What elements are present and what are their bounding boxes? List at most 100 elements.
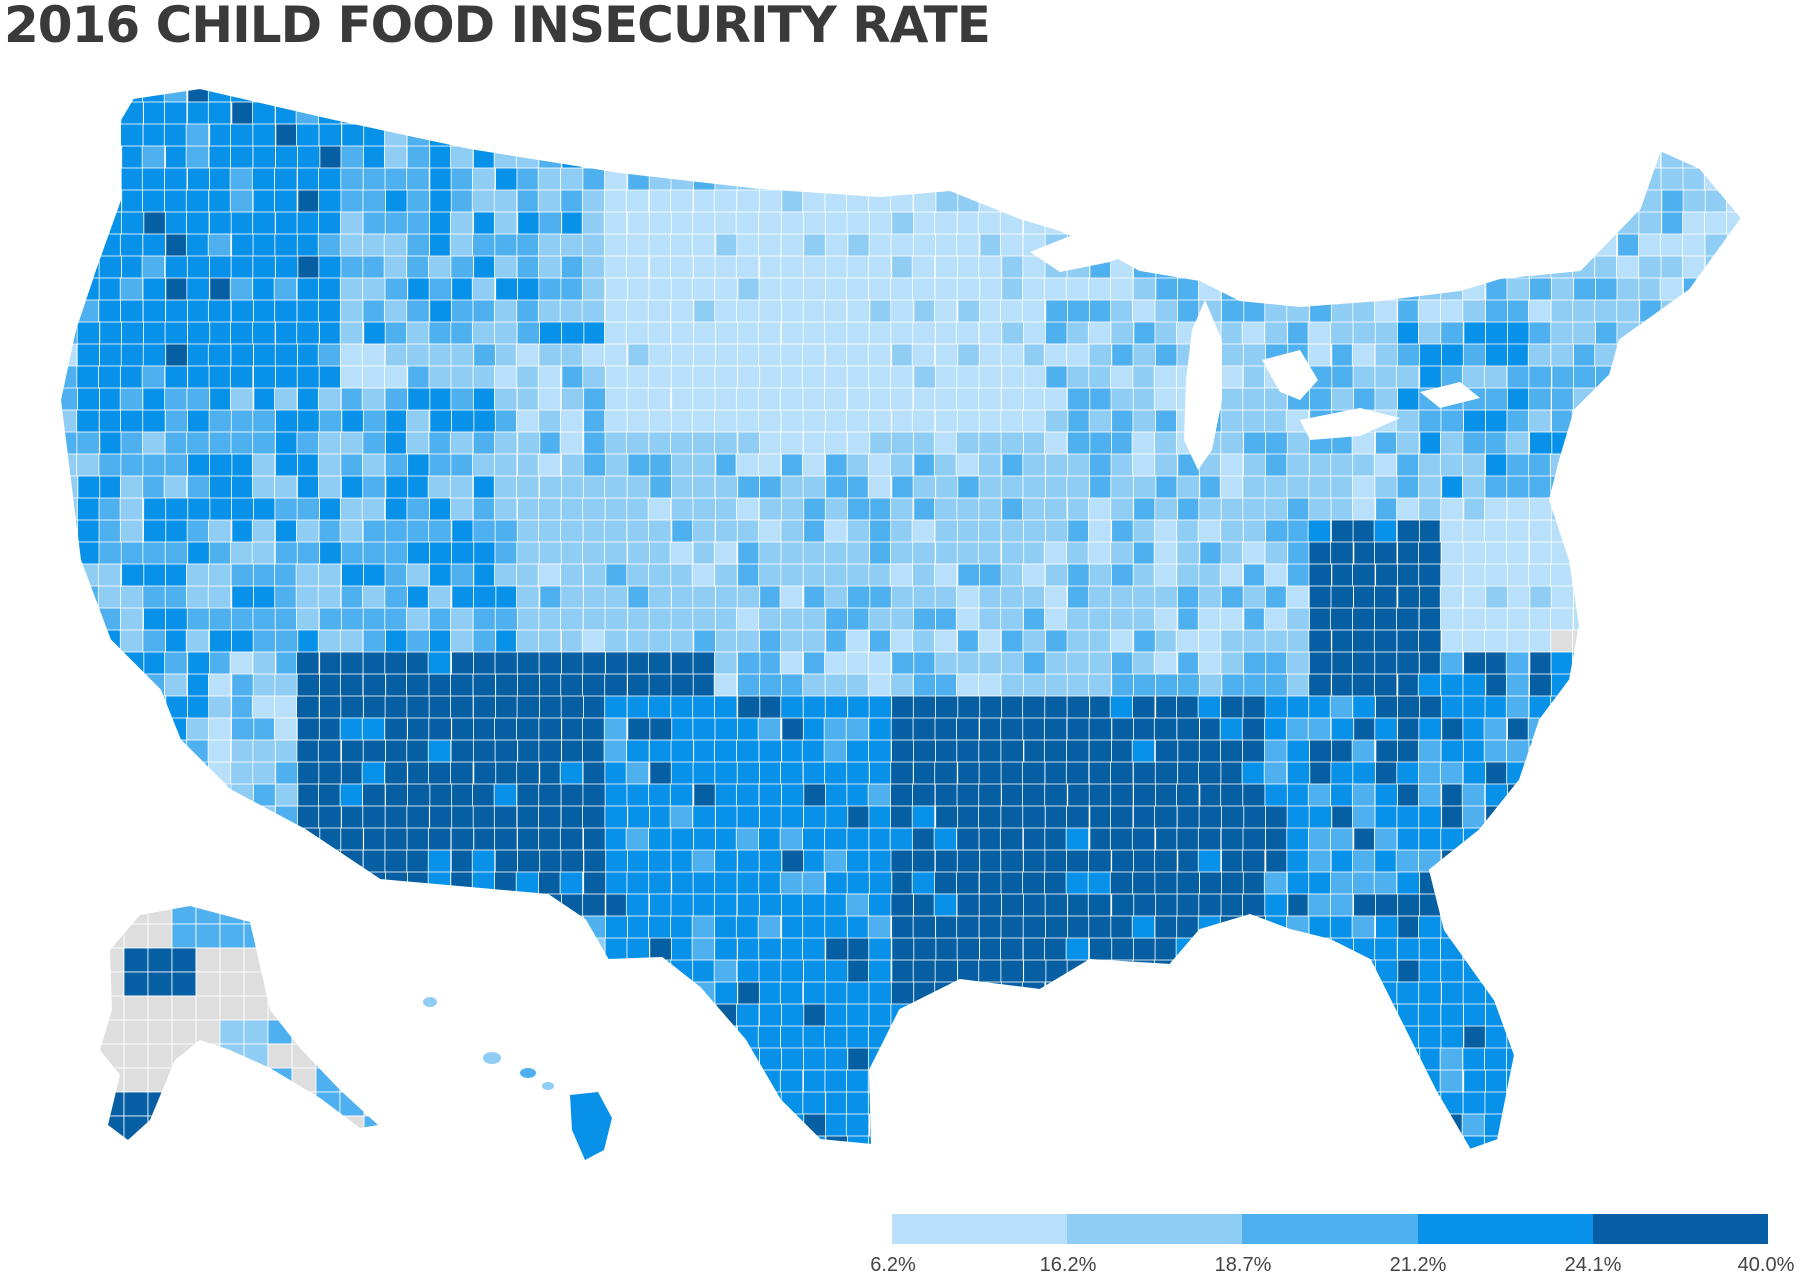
county-tile xyxy=(1617,695,1641,719)
county-tile xyxy=(714,1069,738,1093)
county-tile xyxy=(1133,1135,1157,1150)
county-tile xyxy=(1397,541,1421,565)
county-tile xyxy=(693,145,717,169)
county-tile xyxy=(1307,519,1332,543)
county-tile xyxy=(384,365,408,389)
borough-tile xyxy=(339,947,365,973)
county-tile xyxy=(1704,915,1728,939)
county-tile xyxy=(186,475,211,499)
county-tile xyxy=(1198,959,1223,983)
county-tile xyxy=(1021,761,1046,785)
county-tile xyxy=(1638,563,1663,587)
county-tile xyxy=(252,651,276,675)
county-tile xyxy=(780,409,804,433)
borough-tile xyxy=(171,923,197,949)
county-tile xyxy=(1507,88,1531,103)
county-tile xyxy=(1263,761,1288,785)
county-tile xyxy=(1308,959,1333,983)
county-tile xyxy=(912,1091,937,1115)
county-tile xyxy=(1418,123,1443,147)
county-tile xyxy=(318,1025,343,1049)
county-tile xyxy=(1153,1113,1178,1137)
county-tile xyxy=(1286,761,1311,785)
county-tile xyxy=(582,475,607,499)
county-tile xyxy=(735,1113,760,1137)
county-tile xyxy=(450,365,474,389)
county-tile xyxy=(1637,827,1662,851)
county-tile xyxy=(913,893,937,917)
county-tile xyxy=(978,343,1003,367)
county-tile xyxy=(1265,673,1289,697)
county-tile xyxy=(428,1091,452,1115)
county-tile xyxy=(735,453,760,477)
county-tile xyxy=(1331,519,1355,543)
county-tile xyxy=(933,1113,958,1137)
county-tile xyxy=(1308,1003,1333,1027)
county-tile xyxy=(494,1069,518,1093)
county-tile xyxy=(1528,871,1552,895)
county-tile xyxy=(1572,563,1596,587)
county-tile xyxy=(1199,717,1223,741)
county-tile xyxy=(1308,651,1333,675)
county-tile xyxy=(164,321,188,345)
county-tile xyxy=(230,123,254,147)
county-tile xyxy=(1067,893,1091,917)
county-tile xyxy=(339,233,364,257)
county-tile xyxy=(691,937,716,961)
county-tile xyxy=(164,651,188,675)
county-tile xyxy=(1264,321,1288,345)
county-tile xyxy=(538,519,562,543)
county-tile xyxy=(209,167,233,191)
county-tile xyxy=(625,761,650,785)
county-tile xyxy=(427,871,452,895)
county-tile xyxy=(977,673,1002,697)
county-tile xyxy=(121,255,145,279)
county-tile xyxy=(1440,1003,1464,1027)
county-tile xyxy=(1529,959,1553,983)
county-tile xyxy=(1748,1004,1771,1027)
county-tile xyxy=(933,431,958,455)
county-tile xyxy=(779,981,804,1005)
county-tile xyxy=(583,453,607,477)
county-tile xyxy=(1616,1003,1640,1027)
county-tile xyxy=(1220,321,1244,345)
county-tile xyxy=(1485,189,1509,213)
county-tile xyxy=(1286,695,1311,719)
county-tile xyxy=(911,519,936,543)
county-tile xyxy=(142,849,167,873)
county-tile xyxy=(1132,1025,1156,1049)
county-tile xyxy=(1242,629,1266,653)
county-tile xyxy=(538,145,562,169)
county-tile xyxy=(186,585,210,609)
county-tile xyxy=(363,695,387,719)
county-tile xyxy=(758,189,783,213)
county-tile xyxy=(1528,167,1552,191)
county-tile xyxy=(1418,409,1442,433)
county-tile xyxy=(847,695,871,719)
county-tile xyxy=(935,409,959,433)
county-tile xyxy=(1748,564,1771,587)
county-tile xyxy=(1463,849,1487,873)
county-tile xyxy=(1683,937,1707,961)
county-tile xyxy=(847,233,871,257)
county-tile xyxy=(295,585,320,609)
county-tile xyxy=(891,959,915,983)
county-tile xyxy=(627,343,651,367)
county-tile xyxy=(581,1025,606,1049)
county-tile xyxy=(1659,453,1684,477)
county-tile xyxy=(1440,607,1464,631)
county-tile xyxy=(1198,1113,1222,1137)
county-tile xyxy=(538,717,562,741)
borough-tile xyxy=(195,1043,221,1069)
county-tile xyxy=(890,783,914,807)
county-tile xyxy=(1661,211,1685,235)
county-tile xyxy=(847,145,871,169)
county-tile xyxy=(671,871,695,895)
county-tile xyxy=(626,409,651,433)
county-tile xyxy=(670,497,695,521)
county-tile xyxy=(60,937,79,961)
county-tile xyxy=(98,761,123,785)
contiguous-us-outline xyxy=(58,86,1744,1152)
county-tile xyxy=(560,541,585,565)
county-tile xyxy=(253,1091,277,1115)
